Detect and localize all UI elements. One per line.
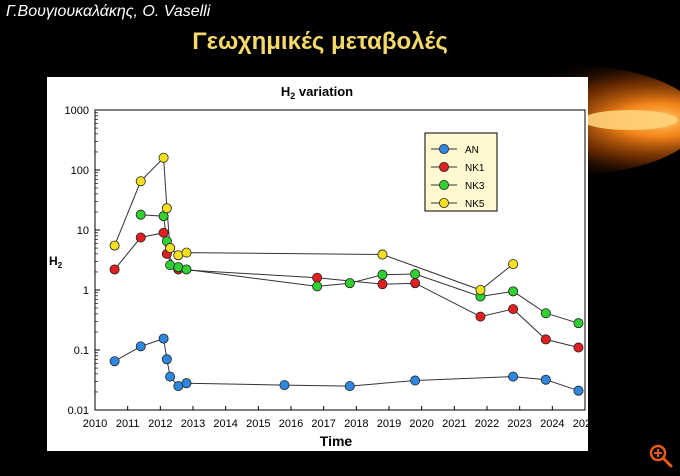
data-point-nk5 [181,247,192,258]
data-point-nk3 [344,278,355,289]
y-tick-label: 0.01 [68,405,89,417]
data-point-nk3 [173,262,184,273]
data-point-nk5 [508,259,519,270]
x-tick-label: 2016 [279,418,303,430]
data-point-nk3 [508,286,519,297]
y-tick-label: 1000 [65,105,89,117]
chart-panel: H2 variation 2010 2011 2012 2013 2014 2015 201… [47,77,598,451]
x-tick-label: 2012 [148,418,172,430]
data-point-nk3 [312,281,323,292]
legend-marker [438,144,449,155]
legend: AN NK1 NK3 NK5 [424,132,498,212]
data-point-an [279,380,290,391]
x-tick-label: 2024 [540,418,564,430]
data-point-an [508,371,519,382]
data-point-nk1 [109,264,120,275]
data-point-an [165,371,176,382]
zoom-expand-icon[interactable] [648,443,674,469]
data-point-nk3 [540,308,551,319]
data-point-an [161,354,172,365]
x-tick-label: 2014 [213,418,237,430]
legend-marker [438,198,449,209]
legend-label: NK1 [465,163,485,174]
data-point-nk1 [410,278,421,289]
legend-label: AN [465,145,479,156]
x-tick-label: 2022 [475,418,499,430]
chart-title: H2 variation [281,84,353,101]
x-axis-label: Time [320,433,353,449]
legend-label: NK3 [465,181,485,192]
series-layer [109,152,584,396]
data-point-nk1 [312,272,323,283]
data-point-nk3 [165,260,176,271]
y-tick-label: 0.1 [74,345,89,357]
data-point-nk3 [181,264,192,275]
data-point-nk5 [109,240,120,251]
data-point-an [573,385,584,396]
slide-title: Γεωχημικές μεταβολές [192,28,448,55]
data-point-nk3 [410,268,421,279]
x-tick-label: 2023 [507,418,531,430]
data-point-nk3 [377,269,388,280]
data-point-an [410,375,421,386]
data-point-nk5 [135,176,146,187]
data-point-an [181,378,192,389]
x-tick-label: 2019 [377,418,401,430]
legend-marker [438,180,449,191]
x-tick-label: 2017 [311,418,335,430]
x-tick-label: 2025 [573,418,588,430]
slide-author: Γ.Βουγιουκαλάκης, O. Vaselli [6,3,211,20]
x-tick-label: 2011 [116,418,140,430]
data-point-an [109,356,120,367]
legend-marker [438,162,449,173]
data-point-an [158,333,169,344]
y-tick-label: 100 [71,165,89,177]
data-point-nk1 [540,334,551,345]
axes: 2010 2011 2012 2013 2014 2015 2016 2017 2018 2019… [65,105,598,430]
x-tick-label: 2018 [344,418,368,430]
legend-box [424,132,498,212]
y-tick-label: 10 [77,225,89,237]
plot-area [94,109,586,411]
x-tick-label: 2013 [181,418,205,430]
data-point-an [344,381,355,392]
data-point-nk3 [573,318,584,329]
data-point-an [135,341,146,352]
data-point-nk1 [135,232,146,243]
data-point-nk1 [377,279,388,290]
x-tick-label: 2015 [246,418,270,430]
x-tick-label: 2021 [442,418,466,430]
data-point-nk1 [573,342,584,353]
y-axis-label: H2 [49,254,63,270]
data-point-nk5 [165,243,176,254]
series-line-nk5 [114,156,514,291]
data-point-nk3 [135,209,146,220]
data-point-an [540,374,551,385]
data-point-nk1 [508,304,519,315]
data-point-nk1 [158,227,169,238]
data-point-nk5 [475,284,486,295]
data-point-nk5 [377,249,388,260]
h2-variation-chart: H2 variation 2010 2011 2012 2013 2014 2015 201… [49,84,598,449]
data-point-nk5 [161,203,172,214]
x-tick-label: 2020 [409,418,433,430]
data-point-nk1 [475,311,486,322]
data-point-nk5 [158,152,169,163]
legend-label: NK5 [465,199,485,210]
y-tick-label: 1 [83,285,89,297]
x-tick-label: 2010 [83,418,107,430]
